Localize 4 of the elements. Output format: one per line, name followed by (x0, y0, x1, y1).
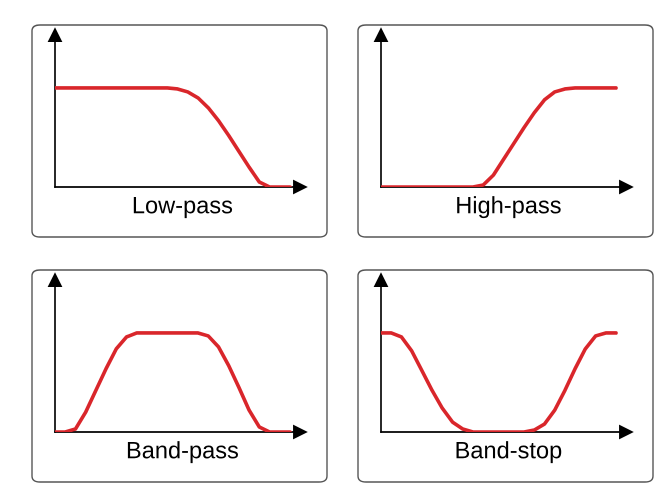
x-axis-title: Band-pass (128, 441, 238, 464)
x-axis-title: Low-pass (134, 196, 232, 218)
x-axis-title: High-pass (457, 196, 561, 218)
x-axis-title: Band-stop (456, 441, 562, 464)
